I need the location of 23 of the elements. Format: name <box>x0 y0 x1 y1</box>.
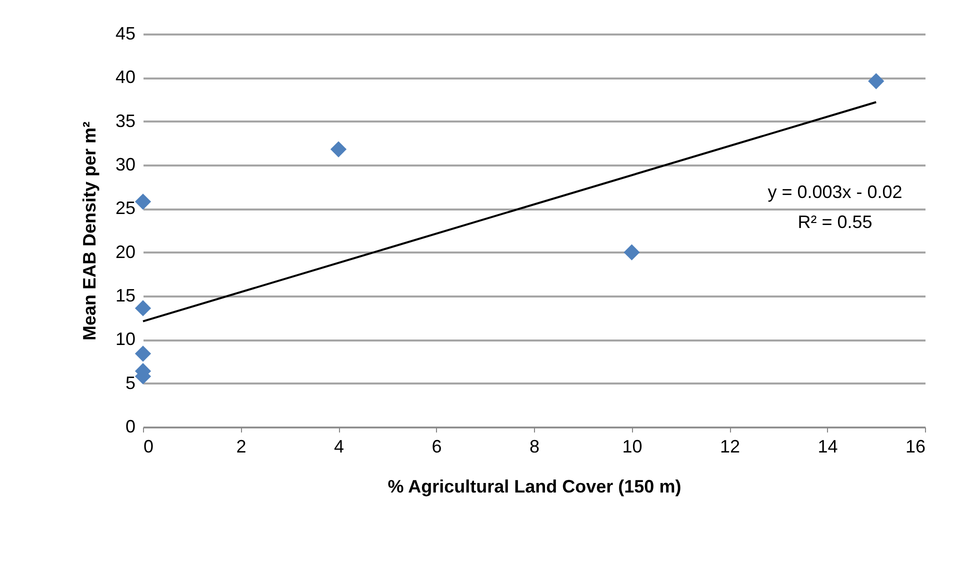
x-tick-label: 8 <box>529 436 540 456</box>
x-tick-label: 16 <box>905 436 926 456</box>
y-tick-label: 35 <box>115 110 136 131</box>
y-tick-label: 25 <box>115 198 136 218</box>
x-tick-label: 6 <box>432 436 442 456</box>
annotation: y = 0.003x - 0.02 <box>768 182 902 202</box>
y-tick-label: 10 <box>115 329 136 350</box>
y-tick-label: 0 <box>125 416 136 436</box>
x-tick-label: 14 <box>818 436 838 456</box>
y-tick-label: 45 <box>115 24 136 44</box>
x-tick-label: 0 <box>144 436 154 456</box>
x-tick-label: 12 <box>720 436 740 456</box>
x-tick-label: 10 <box>622 436 642 456</box>
y-tick-label: 5 <box>125 372 136 393</box>
y-axis-title: Mean EAB Density per m² <box>79 121 100 341</box>
x-axis-title: % Agricultural Land Cover (150 m) <box>388 476 682 496</box>
y-tick-label: 40 <box>115 67 136 88</box>
annotation: R² = 0.55 <box>798 212 872 232</box>
y-tick-label: 20 <box>115 242 136 262</box>
y-tick-label: 15 <box>115 286 136 306</box>
x-tick-label: 2 <box>236 436 246 456</box>
x-tick-label: 4 <box>334 436 344 456</box>
y-tick-label: 30 <box>115 154 136 174</box>
